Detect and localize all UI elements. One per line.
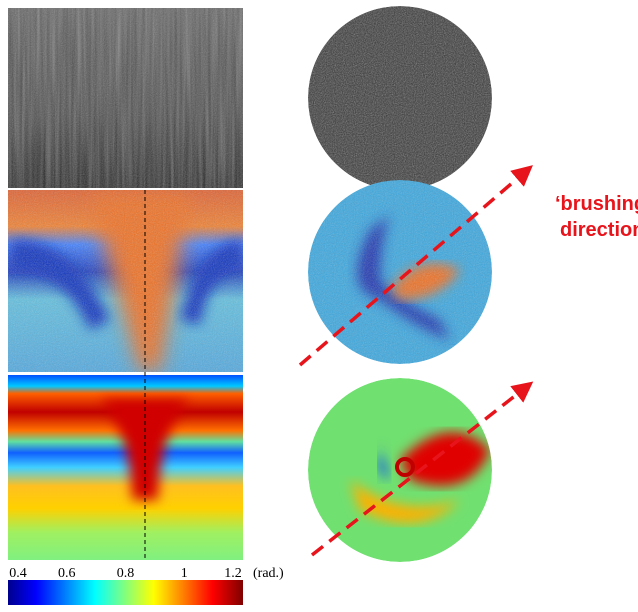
colorbar-unit: (rad.)	[253, 566, 284, 581]
colorbar-tick-label: 0.6	[58, 566, 76, 581]
en-face-fitted-phase	[308, 378, 492, 562]
colorbar-tick-label: 1	[181, 566, 188, 581]
fitted-phase-image	[8, 375, 243, 560]
measured-phase-image	[8, 190, 243, 372]
intensity-image	[8, 8, 243, 188]
annotation-line: direction’	[560, 219, 638, 241]
direction-arrow	[298, 165, 533, 367]
direction-arrow	[310, 381, 534, 557]
colorbar-tick-label: 1.2	[224, 566, 242, 581]
colorbar-tick-label: 0.8	[117, 566, 135, 581]
colorbar-tick-label: 0.4	[9, 566, 27, 581]
annotation-line: ‘brushing	[555, 193, 638, 215]
colorbar	[8, 580, 243, 605]
en-face-intensity	[308, 6, 492, 190]
